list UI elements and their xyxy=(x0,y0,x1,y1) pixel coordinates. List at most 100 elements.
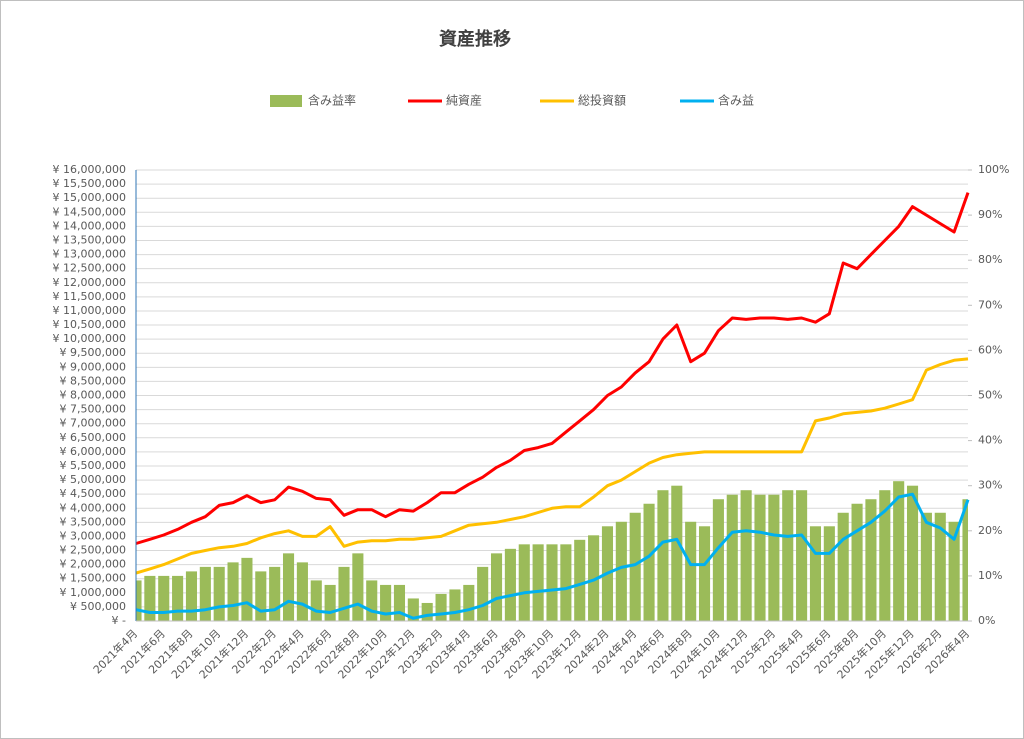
bar xyxy=(172,575,184,621)
bar xyxy=(199,566,211,621)
y-tick-label: ¥ 3,500,000 xyxy=(60,515,126,528)
y-tick-label: ¥ - xyxy=(112,614,126,627)
bar xyxy=(615,521,627,621)
bar xyxy=(754,494,766,621)
y-tick-label: ¥ 13,000,000 xyxy=(53,248,126,261)
y-tick-label: ¥ 16,000,000 xyxy=(53,163,126,176)
legend-label: 含み益 xyxy=(718,93,754,108)
y-tick-label: ¥ 10,500,000 xyxy=(53,318,126,331)
bar xyxy=(920,512,932,621)
bar xyxy=(546,544,558,621)
bar xyxy=(712,499,724,621)
y-tick-label: ¥ 7,500,000 xyxy=(60,403,126,416)
y-tick-label: ¥ 1,000,000 xyxy=(60,586,126,599)
y-tick-label: ¥ 7,000,000 xyxy=(60,417,126,430)
bar xyxy=(504,548,516,621)
chart-title: 資産推移 xyxy=(439,28,511,50)
bar xyxy=(629,512,641,621)
line xyxy=(135,192,970,545)
bar xyxy=(241,557,253,621)
y2-tick-label: 40% xyxy=(978,434,1002,447)
y-tick-label: ¥ 4,500,000 xyxy=(60,487,126,500)
bar xyxy=(643,503,655,621)
bar xyxy=(185,571,198,621)
y-tick-label: ¥ 8,500,000 xyxy=(60,374,126,387)
legend-label: 純資産 xyxy=(446,93,482,108)
bar xyxy=(532,544,544,621)
bar xyxy=(227,562,239,621)
bar xyxy=(407,598,419,621)
bar xyxy=(962,499,968,621)
bar xyxy=(269,566,281,621)
legend-label: 含み益率 xyxy=(308,93,356,108)
y2-tick-label: 0% xyxy=(978,614,995,627)
y-tick-label: ¥ 11,500,000 xyxy=(53,290,126,303)
y-tick-label: ¥ 5,500,000 xyxy=(60,459,126,472)
y-tick-label: ¥ 6,000,000 xyxy=(60,445,126,458)
y2-tick-label: 100% xyxy=(978,163,1009,176)
bar xyxy=(560,544,572,621)
bar xyxy=(948,521,960,621)
bar xyxy=(255,571,267,621)
bar xyxy=(310,580,322,621)
y-tick-label: ¥ 15,500,000 xyxy=(53,177,126,190)
bar xyxy=(338,566,350,621)
bar xyxy=(879,490,891,621)
bar xyxy=(851,503,863,621)
bar xyxy=(671,485,683,621)
y2-tick-label: 50% xyxy=(978,389,1002,402)
y-tick-label: ¥ 2,500,000 xyxy=(60,544,126,557)
bar xyxy=(366,580,378,621)
bar xyxy=(352,553,364,621)
y-tick-label: ¥ 3,000,000 xyxy=(60,529,126,542)
y-tick-label: ¥ 12,500,000 xyxy=(53,262,126,275)
bar xyxy=(490,553,503,621)
y-tick-label: ¥ 13,500,000 xyxy=(53,233,126,246)
bar xyxy=(685,521,697,621)
y2-tick-label: 70% xyxy=(978,298,1002,311)
bar xyxy=(837,512,849,621)
y-tick-label: ¥ 12,000,000 xyxy=(53,276,126,289)
bar xyxy=(449,589,461,621)
bar xyxy=(865,499,877,621)
bar xyxy=(768,494,780,621)
bar xyxy=(796,490,808,621)
bar xyxy=(893,481,905,621)
bar xyxy=(477,566,489,621)
lines xyxy=(135,192,970,620)
y2-tick-label: 90% xyxy=(978,208,1002,221)
line xyxy=(135,492,970,620)
bar xyxy=(380,584,392,621)
bar xyxy=(158,575,170,621)
y-tick-label: ¥ 14,000,000 xyxy=(53,219,126,232)
bar xyxy=(296,562,308,621)
y2-tick-label: 10% xyxy=(978,569,1002,582)
y-tick-label: ¥ 15,000,000 xyxy=(53,191,126,204)
y-tick-label: ¥ 8,000,000 xyxy=(60,389,126,402)
bar xyxy=(144,575,156,621)
y-tick-label: ¥ 14,500,000 xyxy=(53,205,126,218)
bar xyxy=(393,584,406,621)
legend-swatch xyxy=(270,95,302,107)
y-tick-label: ¥ 2,000,000 xyxy=(60,558,126,571)
bar xyxy=(324,584,336,621)
bar xyxy=(934,512,946,621)
y-tick-label: ¥ 6,500,000 xyxy=(60,431,126,444)
y-tick-label: ¥ 500,000 xyxy=(70,600,126,613)
y2-tick-label: 60% xyxy=(978,343,1002,356)
y-tick-label: ¥ 11,000,000 xyxy=(53,304,126,317)
y-tick-label: ¥ 10,000,000 xyxy=(53,332,126,345)
bar xyxy=(463,584,475,621)
y-tick-label: ¥ 1,500,000 xyxy=(60,572,126,585)
y-tick-label: ¥ 9,500,000 xyxy=(60,346,126,359)
y-tick-label: ¥ 5,000,000 xyxy=(60,473,126,486)
bar xyxy=(213,566,225,621)
bar xyxy=(282,553,295,621)
bar xyxy=(740,490,752,621)
bar xyxy=(421,602,433,621)
bar xyxy=(136,580,142,621)
bar xyxy=(809,526,822,621)
bar xyxy=(698,526,711,621)
